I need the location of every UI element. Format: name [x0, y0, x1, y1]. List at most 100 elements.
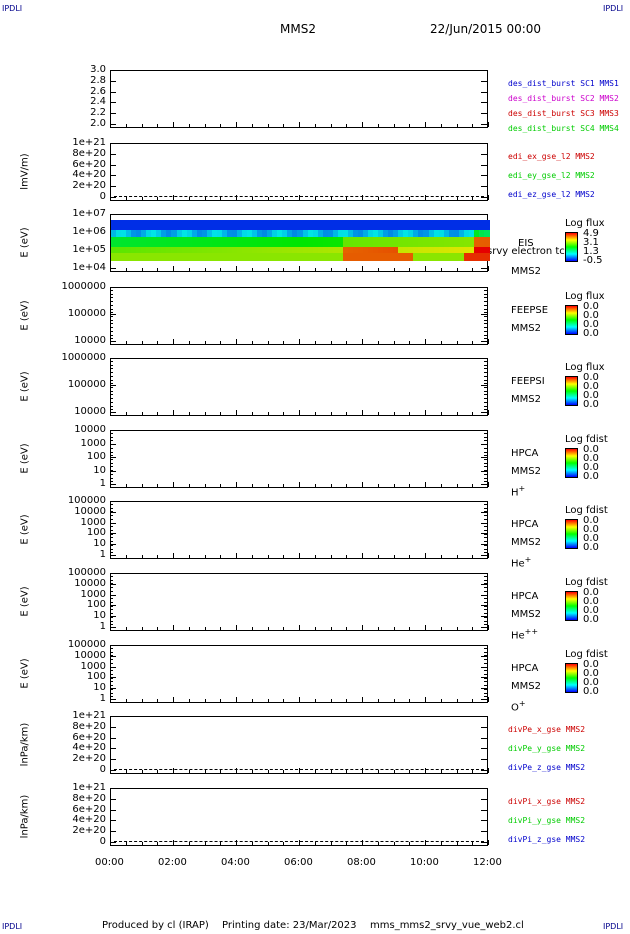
spectrogram-cell — [211, 240, 218, 244]
y-minor-tick — [484, 648, 487, 649]
y-minor-tick — [110, 455, 113, 457]
spectrogram-cell — [277, 246, 283, 251]
y-tick-mark — [110, 831, 116, 833]
spectrogram-cell — [438, 243, 445, 248]
spectrogram-cell — [161, 253, 168, 258]
spectrogram-cell — [433, 226, 440, 231]
spectrogram-cell — [312, 233, 319, 238]
spectrogram-cell — [237, 223, 243, 228]
y-tick-mark — [110, 555, 116, 556]
legend-entry: divPe_x_gse MMS2 — [508, 725, 586, 734]
spectrogram-cell — [156, 233, 162, 238]
spectrogram-cell — [357, 250, 364, 254]
y-minor-tick — [110, 602, 113, 603]
spectrogram-cell — [428, 223, 435, 228]
spectrogram-cell — [161, 256, 168, 261]
spectrogram-cell — [398, 250, 404, 254]
date-title: 22/Jun/2015 00:00 — [430, 22, 542, 36]
spectrogram-cell — [312, 226, 319, 231]
x-tick-mark — [220, 770, 222, 773]
spectrogram-cell — [287, 256, 294, 261]
spectrogram-cell — [166, 240, 173, 244]
spectrogram-cell — [146, 250, 152, 254]
spectrogram-cell — [141, 240, 147, 244]
spectrogram-cell — [332, 246, 339, 251]
x-tick-mark — [251, 842, 253, 845]
spectrogram-cell — [272, 220, 278, 224]
spectrogram-cell — [126, 240, 132, 244]
colorbar-value: 0.0 — [583, 328, 599, 339]
y-minor-tick — [110, 297, 113, 299]
spectrogram-cell — [262, 243, 268, 248]
spectrogram-cell — [186, 230, 193, 234]
x-tick-mark — [173, 195, 174, 200]
spectrogram-cell — [136, 236, 142, 241]
y-minor-tick — [484, 290, 487, 291]
y-tick-mark — [481, 102, 487, 104]
spectrogram-cell — [292, 226, 299, 231]
x-tick-mark — [440, 412, 442, 415]
y-minor-tick — [110, 375, 113, 377]
spectrogram-cell — [206, 253, 213, 258]
footer-file: mms_mms2_srvy_vue_web2.cl — [370, 920, 524, 931]
spectrogram-cell — [262, 233, 268, 238]
spectrogram-cell — [463, 253, 470, 258]
y-minor-tick — [110, 405, 113, 407]
colorbar-value: 0.0 — [583, 659, 599, 670]
y-minor-tick — [110, 648, 113, 649]
x-tick-mark — [330, 341, 332, 344]
colorbar — [565, 591, 578, 621]
spectrogram-cell — [126, 250, 132, 254]
spectrogram-cell — [116, 230, 122, 234]
spectrogram-cell — [181, 223, 188, 228]
y-tick-mark — [110, 143, 116, 144]
spectrogram-cell — [463, 246, 470, 251]
spectrogram-cell — [186, 223, 193, 228]
spectrogram-cell — [388, 240, 394, 244]
x-tick-mark — [346, 197, 348, 200]
x-tick-mark — [141, 770, 143, 773]
spectrogram-cell — [242, 233, 248, 238]
spectrogram-cell — [307, 233, 314, 238]
spectrogram-cell — [171, 230, 178, 234]
spectrogram-cell — [438, 253, 445, 258]
spectrogram-cell — [272, 250, 278, 254]
spectrogram-cell — [327, 220, 334, 224]
spectrogram-cell — [468, 230, 475, 234]
spectrogram-cell — [327, 223, 334, 228]
spectrogram-cell — [408, 253, 414, 258]
instrument-label: MMS2 — [511, 323, 541, 334]
x-tick-mark — [362, 339, 363, 344]
spectrogram-cell — [262, 220, 268, 224]
spectrogram-cell — [176, 220, 183, 224]
y-tick-mark — [481, 688, 487, 690]
y-minor-tick — [110, 605, 113, 607]
x-tick-mark — [267, 484, 269, 487]
x-tick-mark — [283, 124, 285, 127]
spectrogram-cell — [317, 220, 324, 224]
y-tick-mark — [481, 788, 487, 789]
x-tick-mark — [377, 627, 379, 630]
x-tick-mark — [346, 124, 348, 127]
spectrogram-cell — [473, 230, 480, 234]
spectrogram-cell — [388, 226, 394, 231]
spectrogram-cell — [292, 246, 299, 251]
colorbar-value: 0.0 — [583, 605, 599, 616]
spectrogram-cell — [357, 240, 364, 244]
x-tick-mark — [141, 268, 143, 271]
x-tick-mark — [110, 122, 111, 127]
spectrogram-cell — [388, 250, 394, 254]
spectrogram-cell — [438, 236, 445, 241]
spectrogram-cell — [277, 236, 283, 241]
spectrogram-cell — [282, 233, 288, 238]
y-minor-tick — [110, 666, 113, 668]
y-minor-tick — [110, 319, 113, 321]
y-tick-label: 1e+04 — [72, 262, 106, 273]
spectrogram-cell — [483, 246, 490, 251]
spectrogram-cell — [181, 250, 188, 254]
spectrogram-cell — [221, 230, 228, 234]
spectrogram-cell — [443, 233, 450, 238]
y-tick-mark — [481, 501, 487, 502]
x-tick-mark — [346, 770, 348, 773]
spectrogram-cell — [141, 230, 147, 234]
